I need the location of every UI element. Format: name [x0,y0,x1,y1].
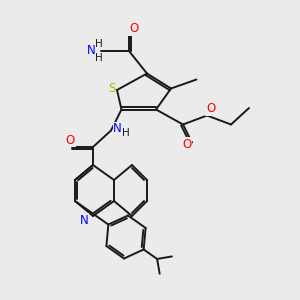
Text: O: O [206,102,215,116]
Text: N: N [113,122,122,136]
Text: S: S [108,82,115,95]
Text: O: O [66,134,75,147]
Text: H: H [122,128,130,139]
Text: N: N [87,44,96,58]
Text: H: H [95,52,103,63]
Text: H: H [95,39,103,50]
Text: O: O [182,137,191,151]
Text: N: N [80,214,88,227]
Text: O: O [129,22,138,35]
